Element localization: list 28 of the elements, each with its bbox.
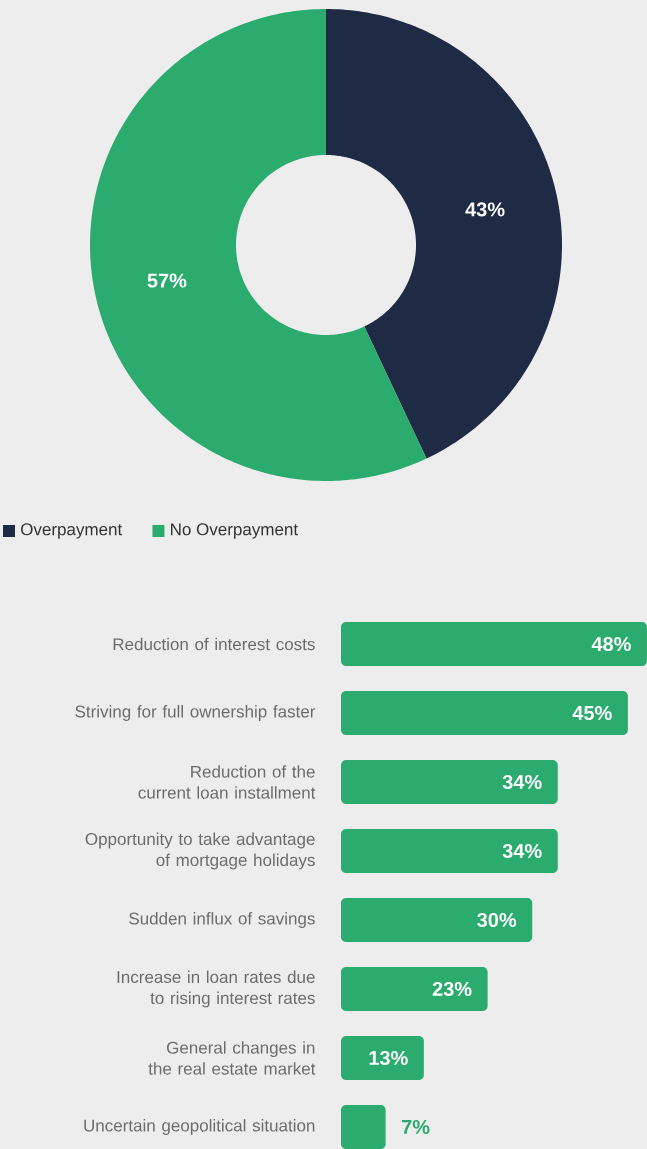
data-label: 48%	[591, 636, 631, 652]
data-label: 7%	[402, 1119, 430, 1135]
bar	[340, 898, 533, 942]
data-label: 45%	[572, 705, 612, 721]
data-label: 23%	[432, 981, 472, 997]
bar	[340, 760, 558, 804]
bar	[340, 966, 488, 1011]
legend-label: Overpayment	[21, 523, 123, 539]
y-tick-label: Striving for full ownership faster	[75, 705, 316, 721]
data-label: 34%	[502, 774, 542, 790]
y-tick-label: Reduction of the current loan installment	[138, 765, 316, 799]
data-label: 43%	[465, 202, 505, 217]
data-label: 57%	[147, 273, 187, 288]
bar	[340, 622, 647, 666]
bar	[340, 829, 558, 873]
bar	[340, 1104, 386, 1149]
y-tick-label: Sudden influx of savings	[129, 912, 315, 928]
bar	[340, 1035, 424, 1080]
data-label: 13%	[369, 1050, 408, 1066]
y-tick-label: Reduction of interest costs	[113, 637, 315, 651]
data-label: 30%	[477, 912, 517, 928]
y-tick-label: Increase in loan rates due to rising interest rates	[117, 970, 315, 1008]
y-tick-label: General changes in the real estate market	[148, 1041, 316, 1075]
legend-label: No Overpayment	[171, 523, 298, 539]
y-tick-label: Uncertain geopolitical situation	[84, 1119, 315, 1135]
y-tick-label: Opportunity to take advantage of mortgage holidays	[85, 832, 315, 870]
data-label: 34%	[502, 843, 542, 859]
bar	[340, 691, 628, 735]
